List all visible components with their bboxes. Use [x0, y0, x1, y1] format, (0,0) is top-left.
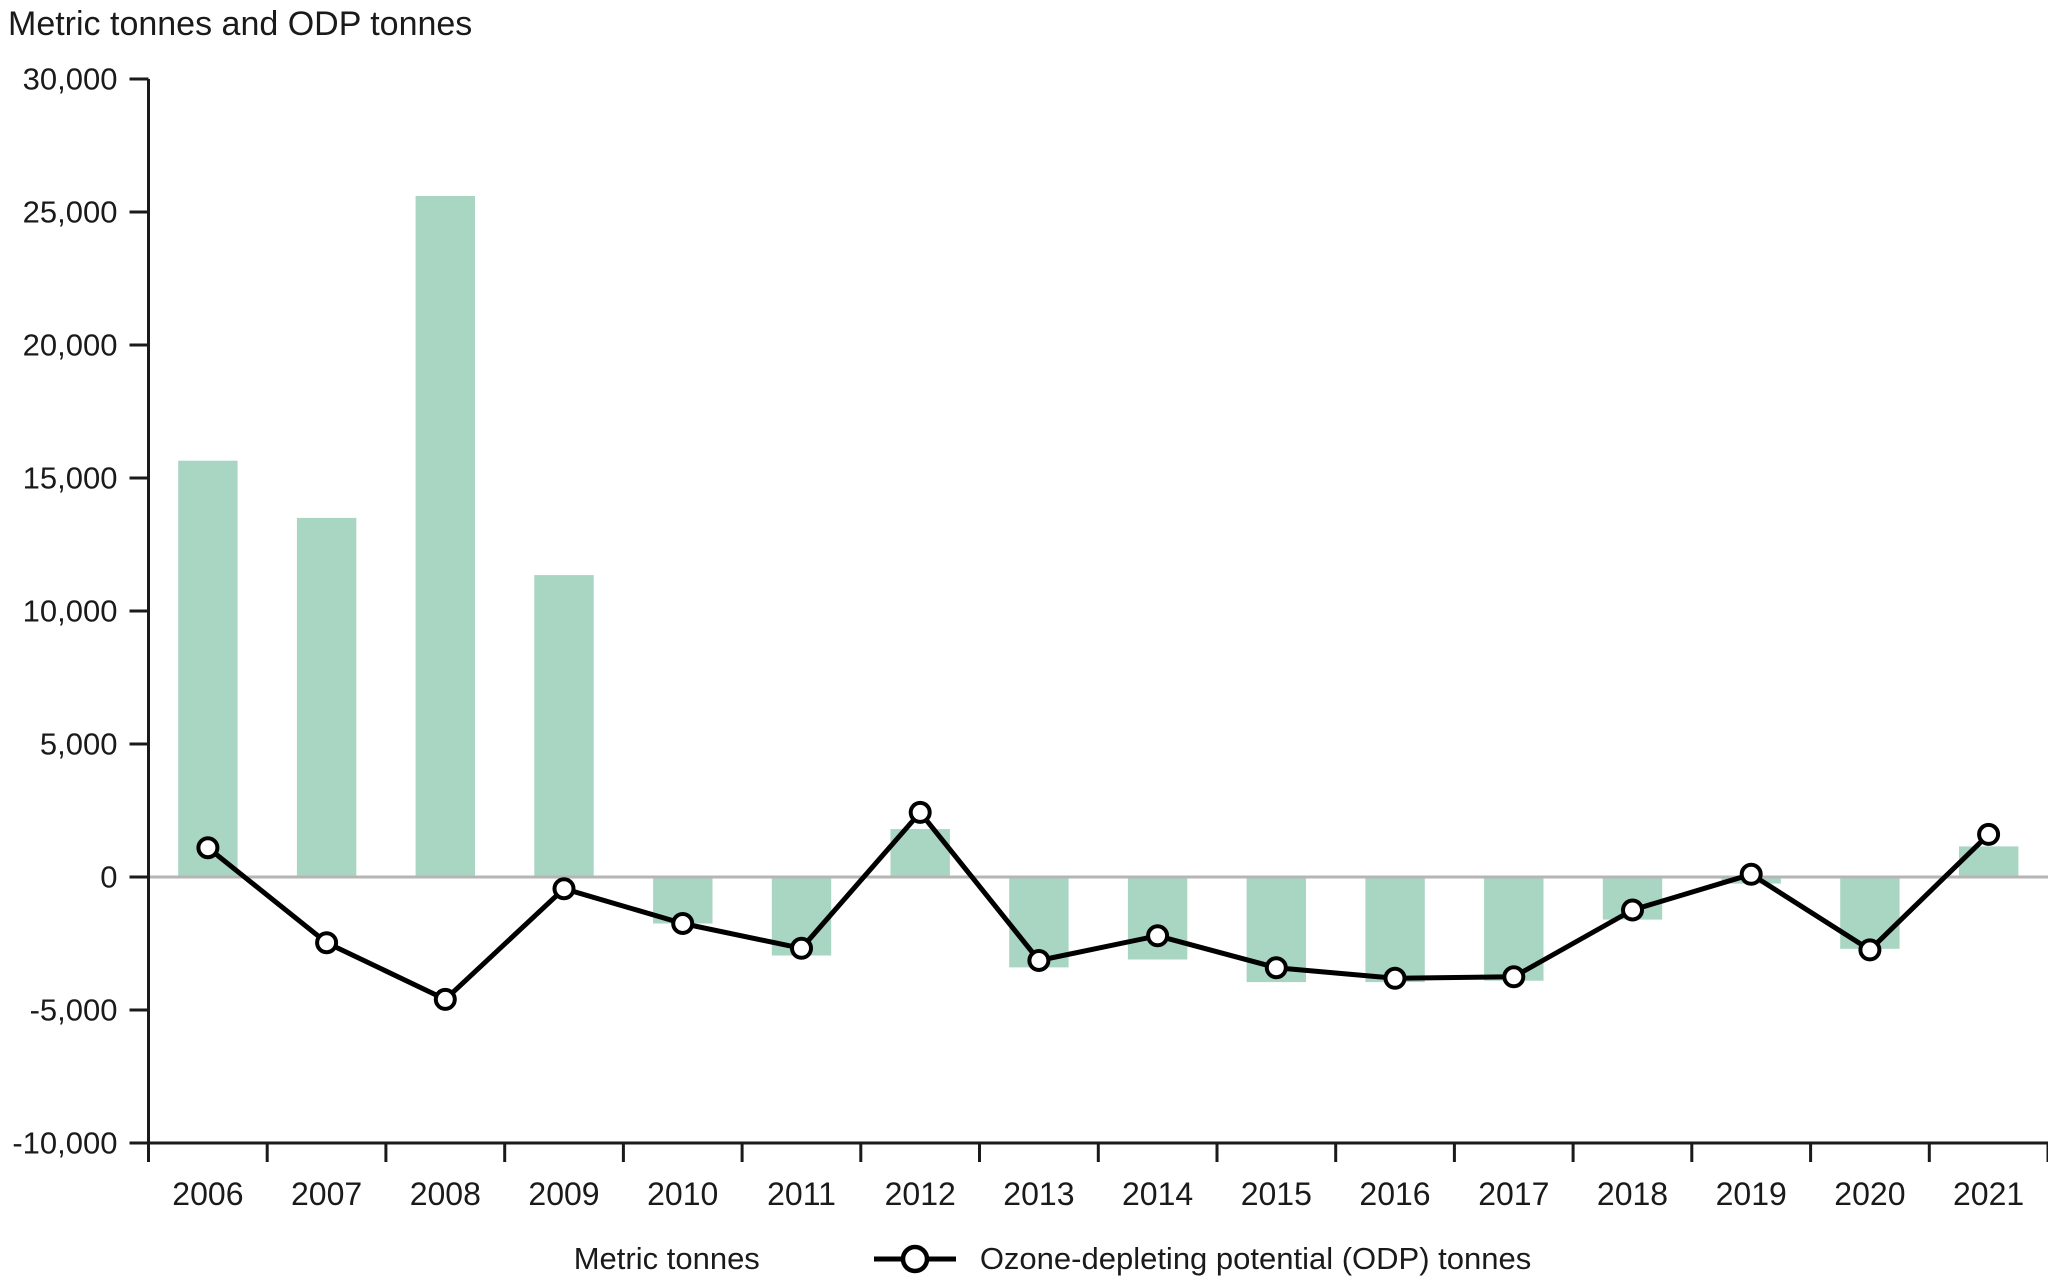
x-tick-label-2006: 2006 — [172, 1176, 243, 1212]
x-tick-label-2011: 2011 — [767, 1176, 836, 1212]
y-tick-label: 5,000 — [40, 727, 118, 762]
y-tick-label: 15,000 — [23, 461, 118, 496]
odp-marker-2007 — [315, 931, 339, 955]
odp-marker-2019 — [1739, 862, 1763, 886]
x-tick-label-2007: 2007 — [291, 1176, 362, 1212]
legend-item-metric-tonnes: Metric tonnes — [517, 1241, 760, 1277]
y-tick-label: 0 — [100, 860, 117, 895]
legend-label-metric-tonnes: Metric tonnes — [573, 1241, 760, 1276]
odp-marker-2006 — [196, 836, 220, 860]
odp-line — [205, 809, 1992, 1002]
x-tick-label-2008: 2008 — [410, 1176, 481, 1212]
x-tick-label-2021: 2021 — [1953, 1176, 2024, 1212]
bar-2006 — [178, 460, 238, 877]
y-tick-label: 30,000 — [23, 62, 118, 97]
odp-marker-2021 — [1977, 822, 2001, 846]
x-tick-label-2020: 2020 — [1834, 1176, 1905, 1212]
bar-2016 — [1365, 877, 1425, 983]
y-tick-label: 20,000 — [23, 328, 118, 363]
odp-marker-2011 — [790, 936, 813, 960]
odp-marker-2010 — [671, 912, 695, 935]
x-tick-label-2012: 2012 — [885, 1176, 956, 1212]
bar-2009 — [534, 575, 594, 877]
x-tick-label-2018: 2018 — [1597, 1176, 1668, 1212]
y-tick-label: -10,000 — [12, 1126, 117, 1161]
x-tick-label-2019: 2019 — [1716, 1176, 1787, 1212]
odp-marker-2008 — [433, 987, 457, 1011]
odp-marker-2017 — [1502, 965, 1526, 989]
y-tick-label: 10,000 — [23, 594, 118, 629]
bar-2021 — [1959, 846, 2019, 877]
odp-marker-2014 — [1146, 924, 1170, 948]
x-tick-label-2016: 2016 — [1359, 1176, 1430, 1212]
odp-marker-2018 — [1621, 898, 1644, 922]
x-tick-label-2009: 2009 — [528, 1176, 599, 1212]
odp-marker-2016 — [1383, 966, 1407, 990]
legend-item-odp-tonnes: Ozone-depleting potential (ODP) tonnes — [872, 1238, 1531, 1280]
x-tick-label-2014: 2014 — [1122, 1176, 1193, 1212]
bar-2007 — [296, 517, 357, 877]
line-marker-swatch-icon — [873, 1244, 956, 1274]
odp-marker-2009 — [552, 877, 576, 901]
bar-swatch-icon — [517, 1244, 548, 1275]
x-tick-label-2010: 2010 — [647, 1176, 718, 1212]
x-tick-label-2013: 2013 — [1003, 1176, 1074, 1212]
legend-label-odp-tonnes: Ozone-depleting potential (ODP) tonnes — [979, 1241, 1532, 1276]
legend: Metric tonnes Ozone-depleting potential … — [0, 1238, 2048, 1280]
bar-2008 — [415, 196, 475, 877]
x-tick-label-2017: 2017 — [1478, 1176, 1549, 1212]
odp-marker-2012 — [908, 800, 932, 824]
odp-marker-2015 — [1264, 956, 1288, 980]
odp-marker-2020 — [1858, 938, 1882, 962]
odp-marker-2013 — [1027, 949, 1051, 972]
chart-title: Metric tonnes and ODP tonnes — [8, 5, 473, 43]
x-tick-label-2015: 2015 — [1241, 1176, 1312, 1212]
y-tick-label: -5,000 — [30, 993, 118, 1028]
y-tick-label: 25,000 — [23, 195, 118, 230]
